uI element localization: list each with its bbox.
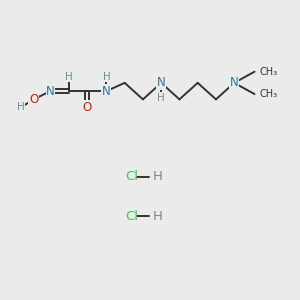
Text: H: H (153, 170, 163, 183)
Text: Cl: Cl (125, 210, 138, 223)
Text: CH₃: CH₃ (260, 67, 278, 77)
Text: N: N (157, 76, 166, 89)
Text: CH₃: CH₃ (260, 89, 278, 99)
Text: N: N (46, 85, 55, 98)
Text: H: H (103, 72, 110, 82)
Text: H: H (17, 102, 25, 112)
Text: H: H (153, 210, 163, 223)
Text: N: N (230, 76, 239, 89)
Text: H: H (157, 93, 165, 103)
Text: O: O (82, 101, 91, 114)
Text: H: H (65, 72, 73, 82)
Text: Cl: Cl (125, 170, 138, 183)
Text: N: N (102, 85, 111, 98)
Text: O: O (29, 93, 38, 106)
